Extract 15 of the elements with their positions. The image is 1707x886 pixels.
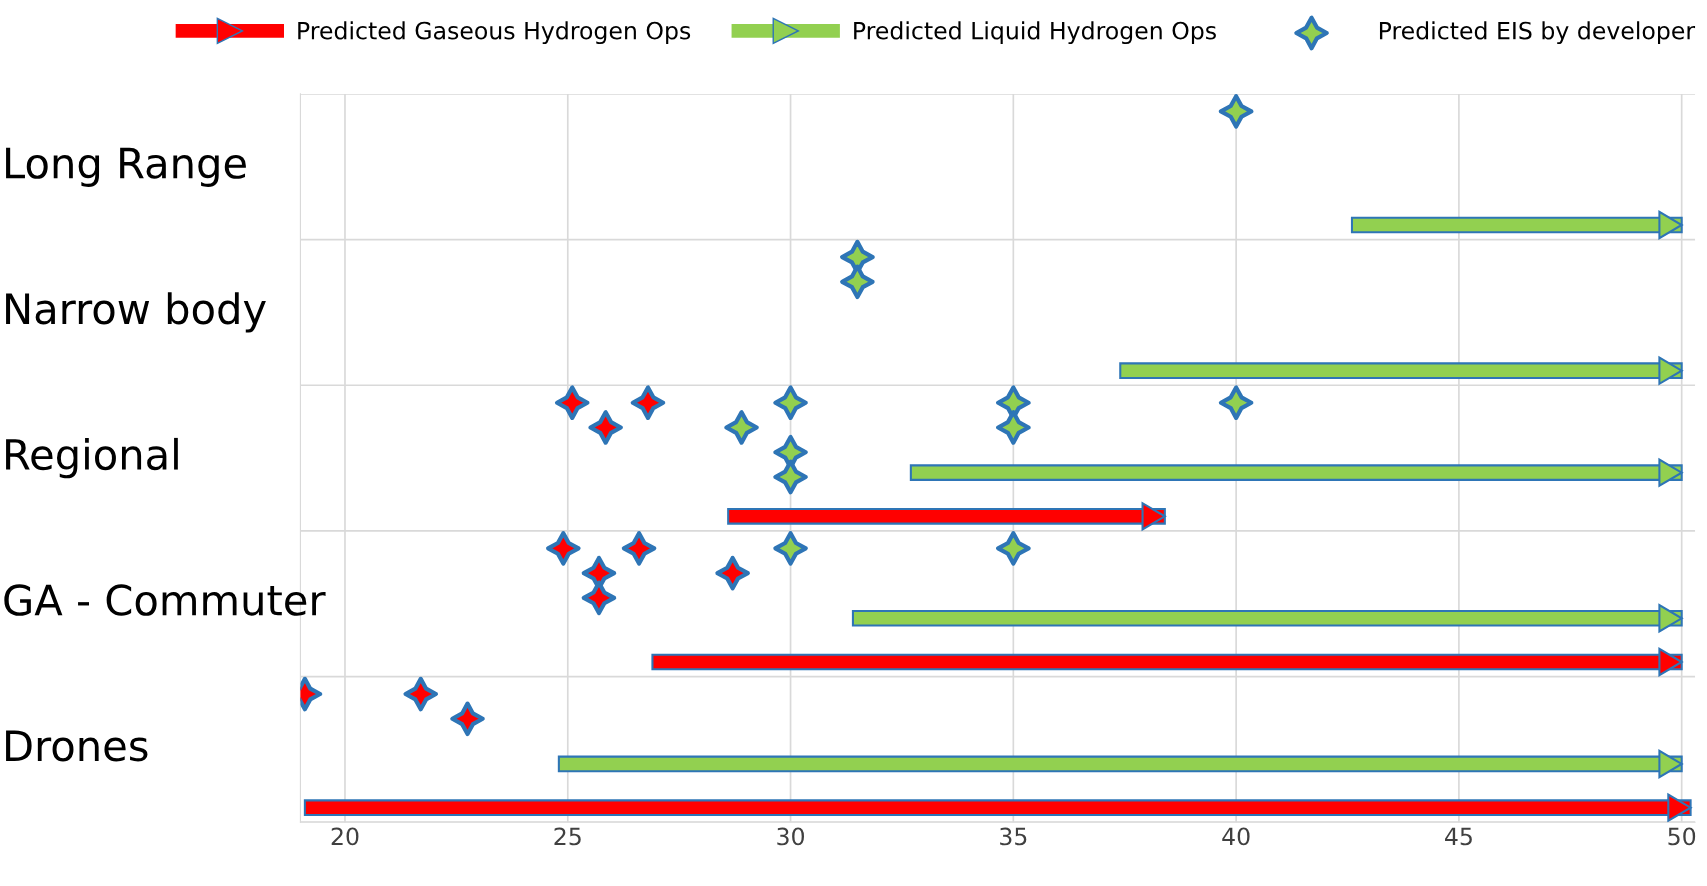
legend-label: Predicted EIS by developer — [1379, 21, 1696, 45]
x-tick-label: 20 — [331, 827, 359, 846]
legend-label: Predicted Liquid Hydrogen Ops — [854, 21, 1216, 45]
x-tick-label: 50 — [1668, 827, 1696, 846]
x-tick-label: 45 — [1445, 827, 1472, 846]
y-tick-label: Drones — [6, 730, 148, 762]
x-tick-label: 40 — [1222, 827, 1250, 846]
y-tick-label: Narrow body — [6, 292, 266, 333]
y-tick-label: Regional — [6, 437, 178, 479]
legend-label: Predicted Gaseous Hydrogen Ops — [298, 21, 691, 45]
y-tick-label: Long Range — [6, 147, 246, 187]
x-tick-label: 35 — [1000, 827, 1027, 846]
y-tick-label: GA - Commuter — [4, 584, 326, 616]
x-tick-label: 30 — [777, 827, 805, 846]
x-tick-label: 25 — [554, 827, 581, 846]
